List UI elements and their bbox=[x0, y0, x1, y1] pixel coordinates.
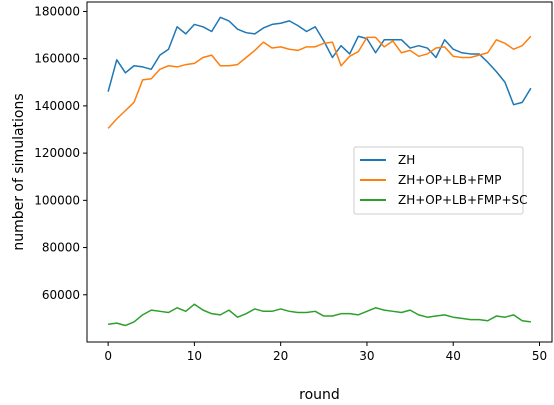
series-line-2 bbox=[108, 303, 531, 327]
x-tick-label: 20 bbox=[273, 349, 288, 363]
axes-frame bbox=[86, 1, 553, 343]
y-tick-label: 100000 bbox=[34, 193, 80, 207]
x-axis: 0 10 20 30 40 50 bbox=[104, 342, 547, 363]
plot-area bbox=[107, 16, 532, 327]
y-tick-label: 60000 bbox=[42, 288, 80, 302]
y-tick-label: 180000 bbox=[34, 4, 80, 18]
legend-label-zh-op-lb-fmp-sc: ZH+OP+LB+FMP+SC bbox=[398, 193, 528, 207]
x-tick-label: 50 bbox=[532, 349, 547, 363]
x-tick-label: 30 bbox=[359, 349, 374, 363]
x-tick-label: 0 bbox=[104, 349, 112, 363]
series-line-1 bbox=[107, 35, 532, 129]
y-tick-label: 80000 bbox=[42, 241, 80, 255]
legend-frame bbox=[353, 146, 524, 215]
x-axis-label: round bbox=[299, 387, 340, 403]
y-axis: 60000 80000 100000 120000 140000 160000 180000 bbox=[34, 4, 87, 302]
legend-label-zh: ZH bbox=[398, 153, 415, 167]
y-tick-label: 120000 bbox=[34, 146, 80, 160]
x-tick-label: 10 bbox=[187, 349, 202, 363]
legend: ZH ZH+OP+LB+FMP ZH+OP+LB+FMP+SC bbox=[353, 146, 528, 215]
y-tick-label: 140000 bbox=[34, 99, 80, 113]
x-tick-label: 40 bbox=[446, 349, 461, 363]
series-line-0 bbox=[107, 16, 532, 106]
legend-label-zh-op-lb-fmp: ZH+OP+LB+FMP bbox=[398, 173, 502, 187]
y-tick-label: 160000 bbox=[34, 52, 80, 66]
y-axis-label: number of simulations bbox=[11, 93, 27, 250]
